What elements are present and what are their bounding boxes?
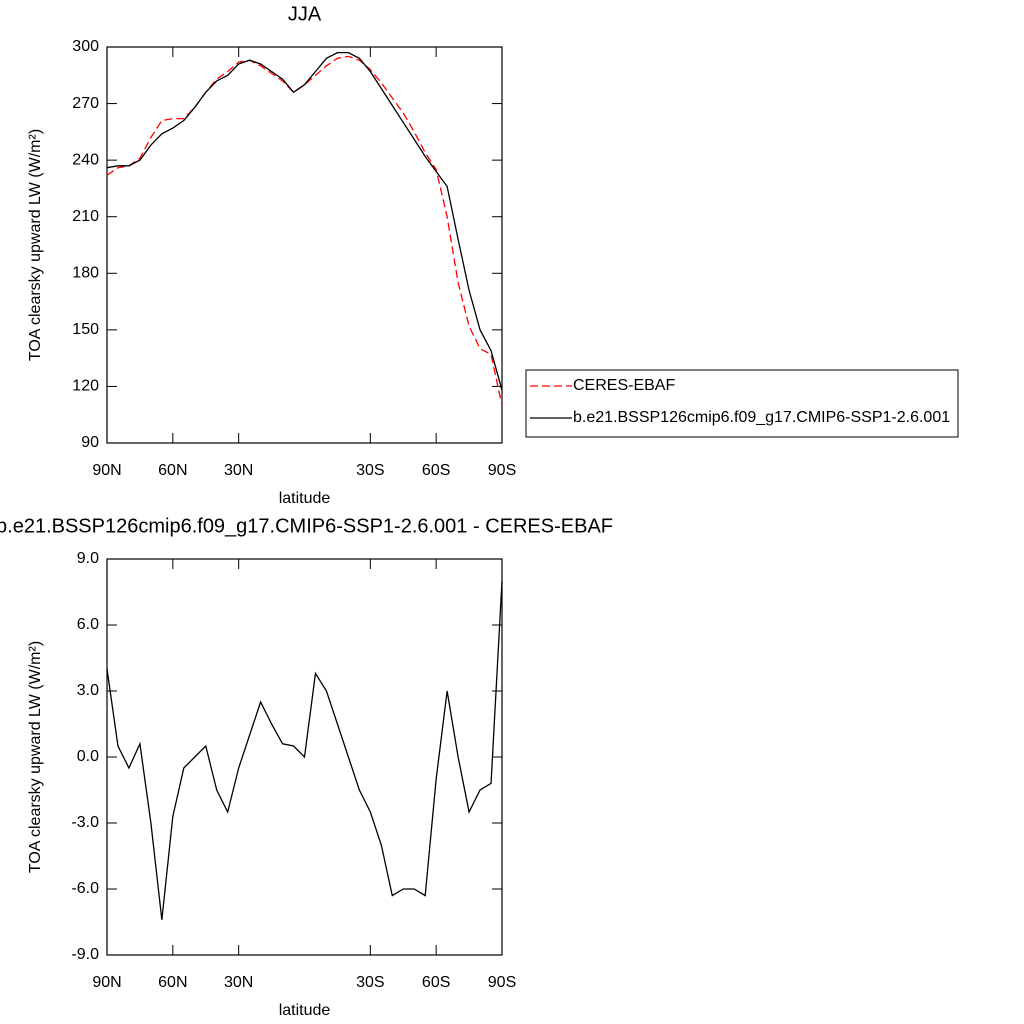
x-tick-label: 60N: [158, 974, 187, 991]
data-line: [106, 55, 503, 406]
chart-title: JJA: [288, 3, 322, 25]
plot-frame: [106, 46, 503, 444]
x-tick-label: 60N: [158, 462, 187, 479]
y-tick-label: -3.0: [71, 814, 99, 831]
y-tick-label: 90: [81, 434, 99, 451]
x-tick-label: 60S: [422, 462, 450, 479]
y-tick-label: 240: [72, 151, 99, 168]
legend-box: [525, 369, 959, 438]
y-tick-label: -9.0: [71, 946, 99, 963]
x-tick-label: 90S: [488, 974, 516, 991]
x-tick-label: 90S: [488, 462, 516, 479]
y-axis-label: TOA clearsky upward LW (W/m²): [27, 129, 44, 361]
y-tick-label: 300: [72, 38, 99, 55]
chart-title: b.e21.BSSP126cmip6.f09_g17.CMIP6-SSP1-2.…: [0, 515, 613, 537]
y-tick-label: 0.0: [77, 748, 99, 765]
legend: CERES-EBAF b.e21.BSSP126cmip6.f09_g17.CMI…: [525, 369, 959, 438]
y-tick-label: 9.0: [77, 550, 99, 567]
y-tick-label: 150: [72, 321, 99, 338]
y-tick-label: 120: [72, 378, 99, 395]
x-tick-label: 90N: [92, 462, 121, 479]
x-tick-label: 30N: [224, 462, 253, 479]
x-tick-label: 30N: [224, 974, 253, 991]
y-tick-label: 6.0: [77, 616, 99, 633]
x-tick-label: 60S: [422, 974, 450, 991]
x-axis-label: latitude: [279, 490, 331, 507]
x-tick-label: 30S: [356, 974, 384, 991]
x-tick-label: 90N: [92, 974, 121, 991]
x-tick-label: 30S: [356, 462, 384, 479]
y-tick-label: 3.0: [77, 682, 99, 699]
y-axis-label: TOA clearsky upward LW (W/m²): [27, 641, 44, 873]
data-line: [106, 580, 503, 920]
y-tick-label: 180: [72, 265, 99, 282]
y-tick-label: -6.0: [71, 880, 99, 897]
y-tick-label: 270: [72, 95, 99, 112]
legend-label: CERES-EBAF: [573, 377, 675, 394]
x-axis-label: latitude: [279, 1002, 331, 1019]
legend-label: b.e21.BSSP126cmip6.f09_g17.CMIP6-SSP1-2.…: [573, 409, 950, 426]
data-line: [106, 52, 503, 391]
y-tick-label: 210: [72, 208, 99, 225]
